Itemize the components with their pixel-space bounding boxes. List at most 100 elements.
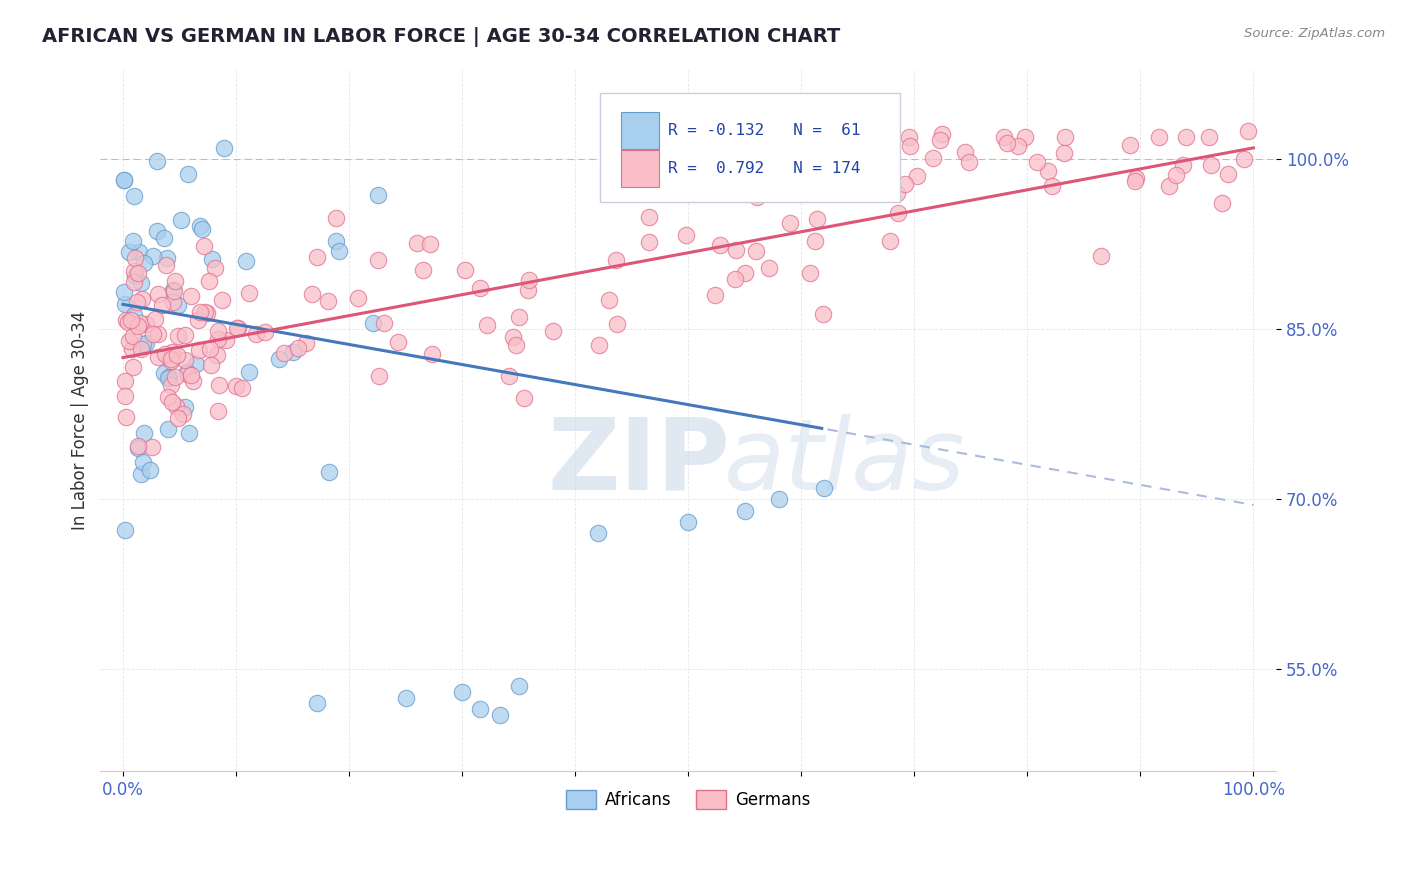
Point <box>347 291 370 305</box>
Point <box>215 333 238 347</box>
Point <box>814 149 837 163</box>
Point <box>957 154 980 169</box>
Point <box>768 492 790 507</box>
Point <box>177 167 200 181</box>
Point <box>131 292 153 306</box>
Point <box>1040 179 1063 194</box>
Point <box>226 321 249 335</box>
Point <box>122 308 145 322</box>
Point <box>180 368 202 382</box>
Point <box>156 252 179 266</box>
Point <box>127 439 149 453</box>
Point <box>505 337 527 351</box>
Point <box>799 266 821 280</box>
Point <box>325 211 347 226</box>
Point <box>287 341 309 355</box>
Text: R = -0.132   N =  61: R = -0.132 N = 61 <box>668 123 860 138</box>
Point <box>328 244 350 258</box>
Point <box>135 317 157 331</box>
Point <box>508 679 530 693</box>
Point <box>475 318 498 332</box>
Point <box>703 288 725 302</box>
Point <box>198 274 221 288</box>
Point <box>1233 152 1256 166</box>
Point <box>160 353 183 368</box>
Point <box>637 211 659 225</box>
Point <box>1036 164 1059 178</box>
Point <box>318 465 340 479</box>
Point <box>803 163 825 178</box>
Point <box>128 316 150 330</box>
Point <box>734 503 756 517</box>
Point <box>762 129 785 144</box>
Point <box>201 252 224 266</box>
Point <box>517 283 540 297</box>
Point <box>1090 249 1112 263</box>
Point <box>862 174 884 188</box>
Point <box>406 236 429 251</box>
Point <box>114 374 136 388</box>
Point <box>157 370 180 384</box>
Point <box>117 316 139 330</box>
Point <box>897 129 920 144</box>
Text: Source: ZipAtlas.com: Source: ZipAtlas.com <box>1244 27 1385 40</box>
Point <box>1007 139 1029 153</box>
Point <box>454 263 477 277</box>
Point <box>207 403 229 417</box>
Point <box>752 167 775 181</box>
Point <box>1147 129 1170 144</box>
Point <box>163 284 186 298</box>
Point <box>157 422 180 436</box>
Text: AFRICAN VS GERMAN IN LABOR FORCE | AGE 30-34 CORRELATION CHART: AFRICAN VS GERMAN IN LABOR FORCE | AGE 3… <box>42 27 841 46</box>
Point <box>807 155 830 169</box>
Point <box>153 366 176 380</box>
Point <box>267 351 290 366</box>
Point <box>879 234 901 248</box>
Point <box>588 338 610 352</box>
Point <box>605 253 627 268</box>
Point <box>157 371 180 385</box>
Point <box>238 286 260 301</box>
Point <box>513 391 536 405</box>
Point <box>129 342 152 356</box>
Point <box>675 228 697 243</box>
Point <box>200 358 222 372</box>
Point <box>112 285 135 299</box>
Point <box>361 316 384 330</box>
Point <box>709 237 731 252</box>
Point <box>166 328 188 343</box>
Point <box>153 231 176 245</box>
Point <box>305 250 328 264</box>
Point <box>187 313 209 327</box>
Point <box>193 239 215 253</box>
Point <box>173 353 195 368</box>
Point <box>207 332 229 346</box>
Point <box>129 276 152 290</box>
Y-axis label: In Labor Force | Age 30-34: In Labor Force | Age 30-34 <box>72 310 89 530</box>
Point <box>127 265 149 279</box>
Point <box>1211 196 1233 211</box>
Point <box>188 304 211 318</box>
Point <box>238 365 260 379</box>
Point <box>745 190 768 204</box>
Point <box>181 374 204 388</box>
Point <box>211 293 233 308</box>
Point <box>905 169 928 184</box>
Point <box>191 222 214 236</box>
Point <box>418 236 440 251</box>
Point <box>207 348 229 362</box>
Point <box>125 295 148 310</box>
Point <box>295 335 318 350</box>
Point <box>1157 178 1180 193</box>
Point <box>281 345 304 359</box>
Point <box>212 141 235 155</box>
Point <box>517 273 540 287</box>
Point <box>112 173 135 187</box>
Point <box>145 224 167 238</box>
Point <box>160 395 183 409</box>
Point <box>155 258 177 272</box>
Point <box>806 212 828 227</box>
Point <box>127 441 149 455</box>
Point <box>145 154 167 169</box>
Point <box>316 294 339 309</box>
